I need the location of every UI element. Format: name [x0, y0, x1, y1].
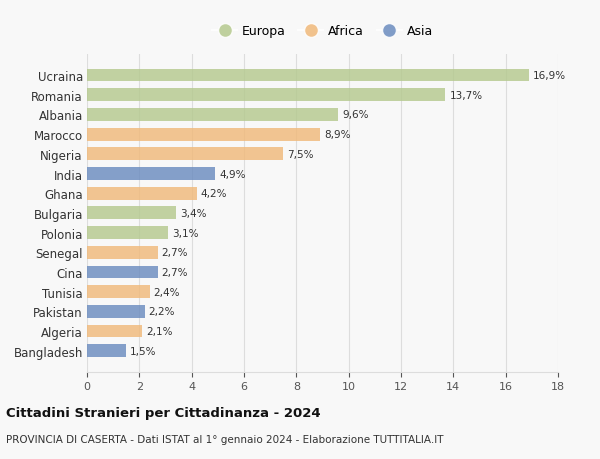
Text: 7,5%: 7,5% — [287, 150, 314, 159]
Text: 2,2%: 2,2% — [148, 307, 175, 317]
Bar — [87, 285, 150, 298]
Text: 4,9%: 4,9% — [219, 169, 245, 179]
Text: Cittadini Stranieri per Cittadinanza - 2024: Cittadini Stranieri per Cittadinanza - 2… — [6, 406, 320, 419]
Bar — [87, 89, 445, 102]
Text: 2,7%: 2,7% — [161, 268, 188, 277]
Text: 3,4%: 3,4% — [180, 208, 206, 218]
Bar — [87, 266, 158, 279]
Bar — [87, 168, 215, 180]
Bar — [87, 148, 283, 161]
Text: 2,4%: 2,4% — [154, 287, 180, 297]
Bar — [87, 187, 197, 200]
Bar — [87, 69, 529, 82]
Text: 1,5%: 1,5% — [130, 346, 157, 356]
Text: 4,2%: 4,2% — [201, 189, 227, 199]
Text: 9,6%: 9,6% — [342, 110, 368, 120]
Text: 2,7%: 2,7% — [161, 248, 188, 258]
Bar — [87, 305, 145, 318]
Bar — [87, 325, 142, 338]
Bar — [87, 129, 320, 141]
Text: 13,7%: 13,7% — [449, 90, 482, 101]
Bar — [87, 246, 158, 259]
Text: 2,1%: 2,1% — [146, 326, 172, 336]
Text: PROVINCIA DI CASERTA - Dati ISTAT al 1° gennaio 2024 - Elaborazione TUTTITALIA.I: PROVINCIA DI CASERTA - Dati ISTAT al 1° … — [6, 434, 443, 444]
Text: 16,9%: 16,9% — [533, 71, 566, 81]
Bar — [87, 207, 176, 220]
Bar — [87, 227, 168, 240]
Bar — [87, 109, 338, 122]
Legend: Europa, Africa, Asia: Europa, Africa, Asia — [207, 20, 438, 43]
Bar — [87, 345, 126, 358]
Text: 8,9%: 8,9% — [324, 130, 350, 140]
Text: 3,1%: 3,1% — [172, 228, 199, 238]
